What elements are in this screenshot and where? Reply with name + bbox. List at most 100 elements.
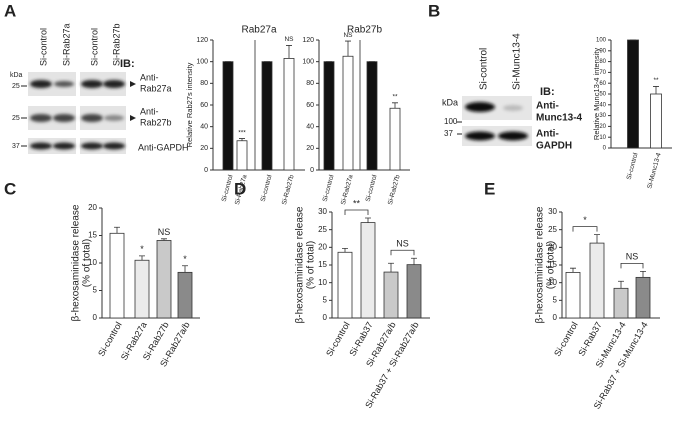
y-axis-label: β-hexosaminidase release [535, 206, 546, 323]
antibody-label: Anti-GAPDH [138, 142, 189, 152]
band [81, 142, 103, 150]
y-tick-label: 15 [548, 260, 557, 269]
error-bar [286, 45, 292, 59]
marker-label: 37 [12, 143, 20, 150]
panel-letter: C [4, 179, 16, 198]
y-tick-label: 60 [599, 81, 606, 87]
y-tick-label: 60 [306, 102, 314, 109]
blot-b [462, 96, 532, 146]
y-axis-label: (% of total) [546, 241, 557, 289]
blot-strip [462, 126, 532, 146]
bar [366, 61, 378, 171]
y-axis-label: (% of total) [306, 241, 317, 289]
y-axis-label: Relative Rab27s intensity [185, 62, 194, 147]
band [30, 114, 52, 122]
y-axis-label: Relative Munc13-4 intensity [592, 48, 601, 140]
kda-label: kDa [10, 72, 23, 79]
antibody-label: Anti- [140, 72, 159, 82]
y-tick-label: 100 [302, 59, 314, 66]
antibody-label: Anti- [140, 106, 159, 116]
lane-label: Si-control [38, 28, 48, 66]
significance-bracket [620, 262, 644, 269]
y-tick-label: 25 [318, 225, 327, 234]
bar [156, 240, 172, 319]
panel-letter: A [4, 1, 16, 20]
chart-title: Rab27a [241, 25, 276, 36]
bar [627, 39, 639, 149]
y-axis-label: (% of total) [82, 239, 93, 287]
y-tick-label: 80 [306, 80, 314, 87]
y-tick-label: 0 [310, 167, 314, 174]
significance-label: ** [353, 198, 361, 208]
bar [323, 61, 335, 171]
antibody-label: Munc13-4 [536, 113, 583, 124]
significance-label: *** [238, 129, 246, 136]
significance-label: ** [653, 77, 659, 84]
error-bar [365, 217, 371, 223]
y-tick-label: 5 [553, 295, 558, 304]
error-bar [342, 247, 348, 253]
y-tick-label: 10 [599, 135, 606, 141]
y-tick-label: 100 [596, 38, 607, 44]
y-tick-label: 0 [204, 167, 208, 174]
bar [236, 140, 248, 171]
band [503, 105, 523, 111]
y-tick-label: 40 [200, 124, 208, 131]
antibody-label: Rab27a [140, 83, 172, 93]
band [103, 142, 125, 150]
band [104, 115, 124, 121]
y-tick-label: 0 [553, 313, 558, 322]
band [54, 81, 74, 87]
y-tick-label: 20 [318, 242, 327, 251]
y-tick-label: 0 [603, 146, 607, 152]
x-tick-label: Si-control [626, 152, 640, 181]
error-bar [239, 138, 245, 141]
bar [337, 251, 353, 319]
y-tick-label: 5 [323, 295, 328, 304]
bar [283, 58, 295, 171]
significance-label: * [583, 215, 587, 225]
y-tick-label: 30 [548, 207, 557, 216]
y-tick-label: 20 [306, 145, 314, 152]
kda-label: kDa [442, 97, 458, 107]
significance-label: NS [626, 252, 639, 262]
lane-label: Si-Rab27a [61, 23, 71, 66]
y-tick-label: 80 [200, 80, 208, 87]
marker-label: 25 [12, 83, 20, 90]
error-bar [388, 262, 394, 273]
band [30, 80, 52, 88]
error-bar [139, 255, 145, 261]
significance-label: NS [343, 32, 353, 39]
y-tick-label: 100 [196, 59, 208, 66]
marker-label: 25 [12, 115, 20, 122]
y-tick-label: 20 [599, 124, 606, 130]
band [465, 131, 495, 141]
band [53, 142, 75, 150]
panel-letter: B [428, 1, 440, 20]
x-tick-label: Si-control [221, 174, 235, 203]
y-tick-label: 10 [318, 278, 327, 287]
significance-label: ** [392, 94, 398, 101]
band [81, 80, 103, 88]
significance-label: * [140, 244, 144, 254]
error-bar [182, 265, 188, 273]
significance-label: NS [396, 239, 409, 249]
bar [635, 276, 651, 319]
error-bar [392, 102, 398, 109]
error-bar [618, 280, 624, 289]
x-tick-label: Si-Rab27b [387, 174, 402, 206]
significance-bracket [344, 209, 369, 216]
antibody-label: Anti- [536, 101, 559, 112]
y-tick-label: 20 [548, 242, 557, 251]
y-tick-label: 70 [599, 70, 606, 76]
antibody-label: GAPDH [536, 141, 572, 152]
y-tick-label: 10 [88, 258, 97, 267]
bar [389, 107, 401, 171]
band [30, 142, 52, 150]
significance-bracket [390, 249, 415, 256]
error-bar [161, 238, 167, 241]
bar [134, 259, 150, 319]
marker-label: 100 [444, 117, 458, 126]
error-bar [345, 40, 351, 57]
bar [565, 272, 581, 319]
